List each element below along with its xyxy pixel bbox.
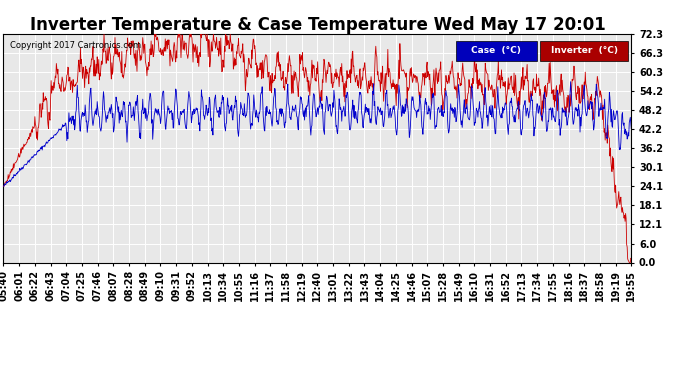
Text: Case  (°C): Case (°C) bbox=[471, 46, 521, 56]
Text: Copyright 2017 Cartronics.com: Copyright 2017 Cartronics.com bbox=[10, 40, 141, 50]
FancyBboxPatch shape bbox=[455, 40, 537, 61]
Text: Inverter  (°C): Inverter (°C) bbox=[551, 46, 618, 56]
FancyBboxPatch shape bbox=[540, 40, 628, 61]
Title: Inverter Temperature & Case Temperature Wed May 17 20:01: Inverter Temperature & Case Temperature … bbox=[30, 16, 605, 34]
